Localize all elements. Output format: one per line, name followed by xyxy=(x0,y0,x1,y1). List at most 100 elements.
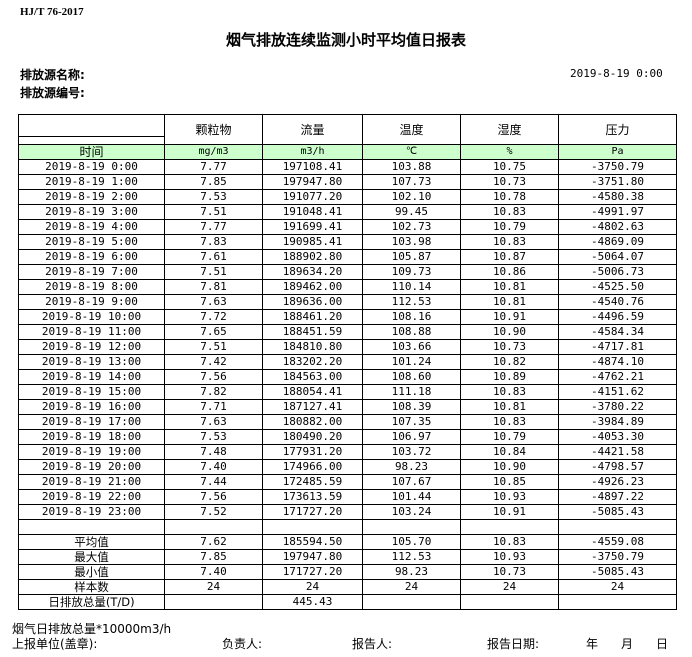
data-cell: -4897.22 xyxy=(558,489,677,505)
row-label: 2019-8-19 6:00 xyxy=(18,249,165,265)
reporter-label: 报告人: xyxy=(352,637,393,651)
table-row: 2019-8-19 19:00 7.48 177931.20 103.72 10.84-… xyxy=(18,444,677,460)
data-cell: 101.24 xyxy=(362,354,461,370)
data-cell: 101.44 xyxy=(362,489,461,505)
data-cell xyxy=(362,519,461,535)
table-row: 2019-8-19 0:00 7.77 197108.41 103.88 10.75 -3… xyxy=(18,159,677,175)
table-row: 2019-8-19 15:00 7.82 188054.41 111.18 10.83-… xyxy=(18,384,677,400)
table-row: 2019-8-19 20:00 7.40 174966.00 98.23 10.90 -4… xyxy=(18,459,677,475)
data-cell: 10.82 xyxy=(460,354,559,370)
row-label: 2019-8-19 1:00 xyxy=(18,174,165,190)
data-cell: 105.87 xyxy=(362,249,461,265)
data-cell: -4802.63 xyxy=(558,219,677,235)
data-cell: 7.61 xyxy=(164,249,263,265)
row-label: 2019-8-19 18:00 xyxy=(18,429,165,445)
data-cell: 188054.41 xyxy=(262,384,363,400)
data-cell: 177931.20 xyxy=(262,444,363,460)
row-label: 平均值 xyxy=(18,534,165,550)
data-cell: 185594.50 xyxy=(262,534,363,550)
year-label: 年 xyxy=(586,637,599,651)
data-cell: -4762.21 xyxy=(558,369,677,385)
data-cell: 7.51 xyxy=(164,204,263,220)
data-cell: -4525.50 xyxy=(558,279,677,295)
month-label: 月 xyxy=(621,637,634,651)
summary-row: 平均值 7.62 185594.50 105.70 10.83 -4559.08 xyxy=(18,534,677,550)
data-cell: 103.88 xyxy=(362,159,461,175)
row-label: 2019-8-19 19:00 xyxy=(18,444,165,460)
row-label: 2019-8-19 5:00 xyxy=(18,234,165,250)
data-cell: -4421.58 xyxy=(558,444,677,460)
data-cell: -5085.43 xyxy=(558,504,677,520)
data-cell: 10.81 xyxy=(460,279,559,295)
row-label: 2019-8-19 14:00 xyxy=(18,369,165,385)
data-cell: 7.63 xyxy=(164,414,263,430)
table-row: 2019-8-19 10:00 7.72 188461.20 108.16 10.91-… xyxy=(18,309,677,325)
data-cell: -4540.76 xyxy=(558,294,677,310)
data-cell: 7.51 xyxy=(164,264,263,280)
report-table: 颗粒物 流量 温度 湿度 压力 时间 mg/m3 m3/h ℃ % Pa 201… xyxy=(18,114,677,610)
table-row: 2019-8-19 14:00 7.56 184563.00 108.60 10.89-… xyxy=(18,369,677,385)
data-cell: 172485.59 xyxy=(262,474,363,490)
data-cell: 191077.20 xyxy=(262,189,363,205)
summary-row: 样本数 24 24 24 24 24 xyxy=(18,579,677,595)
data-cell: -3984.89 xyxy=(558,414,677,430)
person-in-charge-label: 负责人: xyxy=(222,637,263,651)
data-cell: 7.85 xyxy=(164,174,263,190)
data-cell: 10.90 xyxy=(460,459,559,475)
data-cell: 10.83 xyxy=(460,534,559,550)
data-cell: -4151.62 xyxy=(558,384,677,400)
data-cell: 10.93 xyxy=(460,549,559,565)
data-cell: 24 xyxy=(362,579,461,595)
data-cell: 102.73 xyxy=(362,219,461,235)
data-cell: 7.77 xyxy=(164,219,263,235)
data-cell xyxy=(262,519,363,535)
unit-cell: Pa xyxy=(558,144,677,160)
data-cell: -4798.57 xyxy=(558,459,677,475)
col-header: 流量 xyxy=(262,114,363,145)
data-cell: -4717.81 xyxy=(558,339,677,355)
table-row: 2019-8-19 4:00 7.77 191699.41 102.73 10.79 -4… xyxy=(18,219,677,235)
data-cell xyxy=(460,594,559,610)
data-cell: 7.56 xyxy=(164,369,263,385)
summary-row: 日排放总量(T/D) 445.43 xyxy=(18,594,677,610)
data-cell: -5085.43 xyxy=(558,564,677,580)
col-header: 湿度 xyxy=(460,114,559,145)
data-cell: 7.42 xyxy=(164,354,263,370)
data-cell: 187127.41 xyxy=(262,399,363,415)
unit-cell: ℃ xyxy=(362,144,461,160)
col-header: 颗粒物 xyxy=(164,114,263,145)
table-row: 2019-8-19 9:00 7.63 189636.00 112.53 10.81 -4… xyxy=(18,294,677,310)
data-cell: 10.91 xyxy=(460,309,559,325)
table-row: 2019-8-19 2:00 7.53 191077.20 102.10 10.78 -4… xyxy=(18,189,677,205)
row-label: 2019-8-19 22:00 xyxy=(18,489,165,505)
data-cell: 7.52 xyxy=(164,504,263,520)
data-cell: 10.93 xyxy=(460,489,559,505)
data-cell: 24 xyxy=(558,579,677,595)
data-cell: 7.53 xyxy=(164,429,263,445)
data-cell: 183202.20 xyxy=(262,354,363,370)
row-label: 2019-8-19 13:00 xyxy=(18,354,165,370)
data-cell: 184563.00 xyxy=(262,369,363,385)
table-row: 2019-8-19 17:00 7.63 180882.00 107.35 10.83-… xyxy=(18,414,677,430)
table-row: 2019-8-19 23:00 7.52 171727.20 103.24 10.91-… xyxy=(18,504,677,520)
data-cell: 10.73 xyxy=(460,564,559,580)
data-cell: 445.43 xyxy=(262,594,363,610)
data-cell: 24 xyxy=(262,579,363,595)
data-cell: -4869.09 xyxy=(558,234,677,250)
data-cell: 190985.41 xyxy=(262,234,363,250)
data-cell: 189636.00 xyxy=(262,294,363,310)
table-row: 2019-8-19 21:00 7.44 172485.59 107.67 10.85-… xyxy=(18,474,677,490)
data-cell: 108.88 xyxy=(362,324,461,340)
data-cell: 7.44 xyxy=(164,474,263,490)
data-cell: 7.85 xyxy=(164,549,263,565)
row-label: 日排放总量(T/D) xyxy=(18,594,165,610)
data-cell: 10.90 xyxy=(460,324,559,340)
data-cell: 7.82 xyxy=(164,384,263,400)
row-label: 2019-8-19 11:00 xyxy=(18,324,165,340)
row-label xyxy=(18,519,165,535)
data-cell: 7.56 xyxy=(164,489,263,505)
row-label: 2019-8-19 0:00 xyxy=(18,159,165,175)
data-cell: 108.16 xyxy=(362,309,461,325)
report-title: 烟气排放连续监测小时平均值日报表 xyxy=(225,31,466,49)
data-cell: 10.73 xyxy=(460,174,559,190)
